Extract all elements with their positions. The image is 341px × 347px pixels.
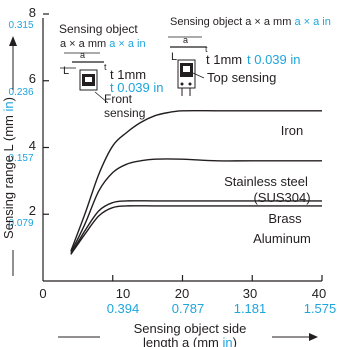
x-axis-label-line2: length a (mm in)	[143, 335, 237, 347]
y-tick-label: 6	[29, 71, 36, 86]
y-axis-label-suffix: )	[1, 97, 16, 101]
x-tick-label-in: 0.394	[107, 301, 140, 316]
front-dim-a: a	[80, 50, 85, 60]
front-annot-size: a × a mm a × a in	[60, 38, 146, 50]
top-sensing-annotation: Sensing object a × a mm a × a in a t L t…	[168, 16, 331, 96]
top-dim-L: L	[171, 51, 177, 63]
front-dim-t: t	[104, 62, 107, 72]
top-leader-line	[192, 72, 205, 79]
series-label-iron: Iron	[281, 123, 303, 138]
y-axis-label-prefix: Sensing range L (mm	[1, 112, 16, 239]
top-annot-thickness-mm: t 1mm	[206, 52, 242, 67]
x-axis-label-unit: in	[223, 335, 233, 347]
front-annot-title: Sensing object	[59, 22, 138, 36]
top-annot-title-mm: Sensing object a × a mm	[170, 16, 291, 28]
front-annot-size-mm: a × a mm	[60, 38, 106, 50]
series-label-aluminum: Aluminum	[253, 231, 311, 246]
series-label-stainless: Stainless steel	[224, 174, 308, 189]
y-tick-label: 2	[29, 203, 36, 218]
y-axis-label: Sensing range L (mm in)	[1, 97, 16, 239]
front-annot-size-in: a × a in	[109, 38, 145, 50]
x-tick-label: 40	[312, 286, 326, 301]
y-axis-label-unit: in	[1, 101, 16, 111]
front-sensing-label: Front	[104, 92, 133, 106]
x-axis-label: Sensing object side	[134, 321, 247, 336]
front-sensing-annotation: Sensing object a × a mm a × a in a L t t…	[59, 22, 164, 120]
front-sensing-label-2: sensing	[104, 106, 145, 120]
top-annot-title: Sensing object a × a mm a × a in	[170, 16, 331, 28]
y-tick-label: 4	[29, 138, 36, 153]
series-line-iron	[70, 109, 322, 252]
y-tick-label: 8	[29, 5, 36, 20]
x-tick-label-in: 0.787	[172, 301, 205, 316]
x-label-arrow-head	[309, 333, 318, 341]
y-tick-marks	[43, 13, 49, 215]
y-tick-label-in: 0.315	[8, 20, 33, 31]
front-annot-thickness-in: t 0.039 in	[110, 80, 164, 95]
top-annot-thickness-in: t 0.039 in	[247, 52, 301, 67]
front-annot-thickness-mm: t 1mm	[110, 67, 146, 82]
x-tick-marks	[112, 275, 323, 281]
x-axis-label-suffix: )	[233, 335, 237, 347]
y-label-arrow-head	[9, 36, 17, 46]
front-sensor-icon	[79, 69, 98, 91]
top-annot-title-in: a × a in	[294, 16, 330, 28]
series-line-stainless-steel-sus304	[70, 158, 322, 253]
front-leader-line	[94, 91, 109, 104]
x-tick-label-in: 1.575	[304, 301, 337, 316]
x-tick-label: 20	[175, 286, 189, 301]
x-tick-label: 30	[243, 286, 257, 301]
series-line-brass	[70, 200, 322, 255]
series-label-brass: Brass	[268, 211, 302, 226]
y-tick-label-in: 0.157	[8, 153, 33, 164]
series-label-stainless-grade: (SUS304)	[253, 190, 310, 205]
top-dim-a: a	[183, 35, 188, 45]
top-sensor-icon	[177, 59, 196, 96]
front-dim-L: L	[63, 65, 69, 77]
top-sensing-label: Top sensing	[207, 70, 276, 85]
x-axis-label-prefix: length a (mm	[143, 335, 222, 347]
series-line-aluminum	[70, 205, 322, 255]
x-tick-label-in: 1.181	[234, 301, 267, 316]
y-tick-label-in: 0.236	[8, 87, 33, 98]
x-tick-label: 0	[39, 286, 46, 301]
x-tick-label: 10	[116, 286, 130, 301]
y-tick-label-in: 0.079	[8, 218, 33, 229]
series-layer	[70, 109, 322, 255]
top-dim-t: t	[205, 44, 208, 54]
